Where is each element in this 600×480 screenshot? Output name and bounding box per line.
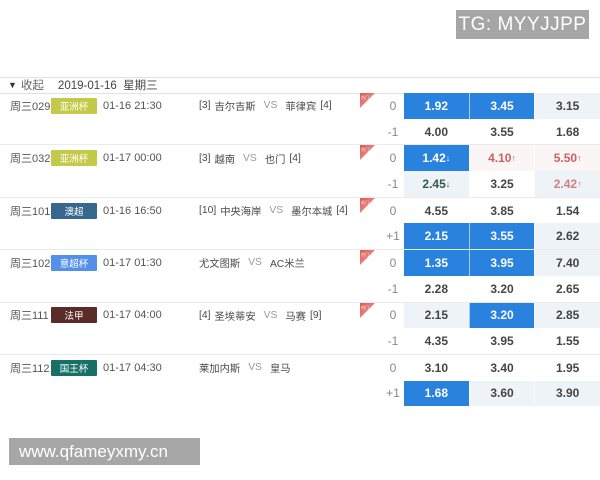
svg-text:热门: 热门 (361, 251, 369, 257)
svg-text:热门: 热门 (361, 199, 369, 205)
svg-text:热门: 热门 (361, 304, 369, 310)
svg-text:热门: 热门 (361, 94, 369, 100)
svg-text:热门: 热门 (361, 146, 369, 152)
